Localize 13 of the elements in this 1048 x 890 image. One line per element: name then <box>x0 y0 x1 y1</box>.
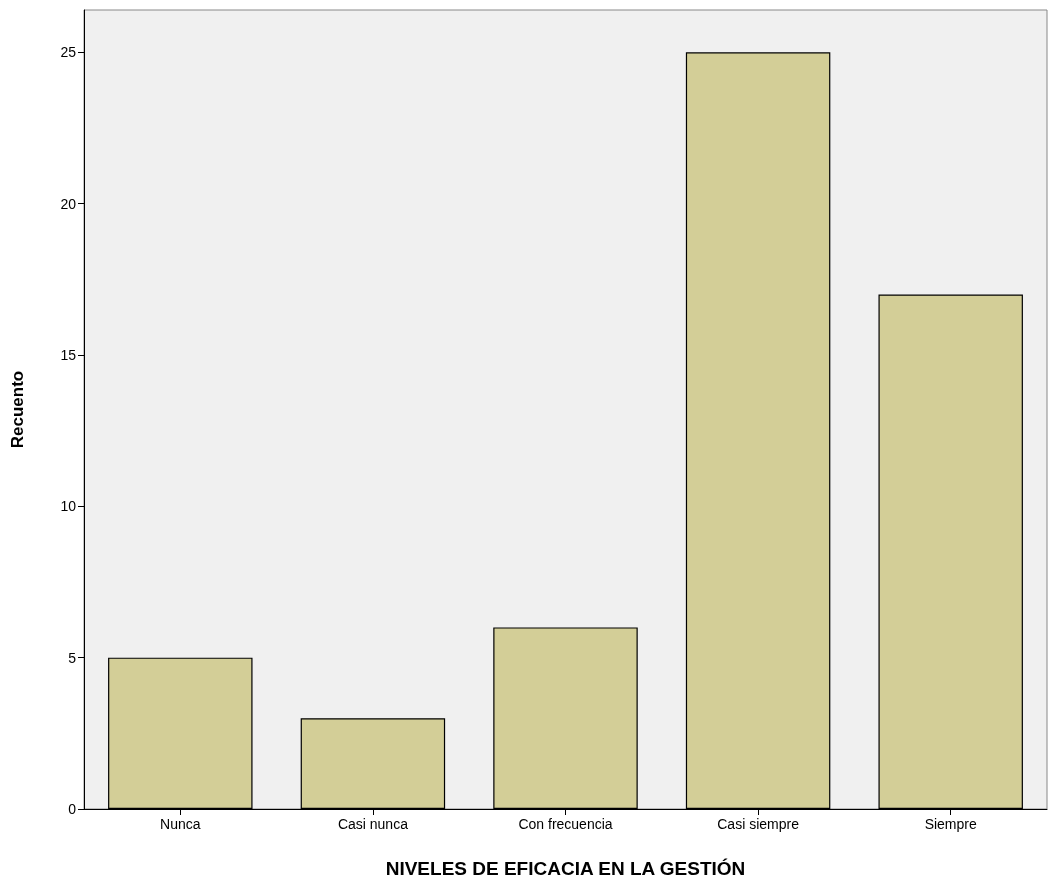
y-tick-label: 25 <box>60 44 77 61</box>
x-tick-label: Siempre <box>924 816 977 832</box>
x-tick-label: Nunca <box>160 816 201 832</box>
y-tick-label: 20 <box>60 195 77 212</box>
x-axis-title: NIVELES DE EFICACIA EN LA GESTIÓN <box>385 858 746 879</box>
x-tick-label: Casi siempre <box>717 816 800 832</box>
y-axis-title: Recuento <box>8 370 27 449</box>
y-tick-label: 15 <box>60 347 77 364</box>
x-tick-label: Casi nunca <box>337 816 409 832</box>
y-tick-label: 5 <box>68 649 77 666</box>
y-tick-label: 10 <box>60 498 77 515</box>
y-tick-label: 0 <box>68 801 77 817</box>
x-tick-label: Con frecuencia <box>518 816 613 832</box>
